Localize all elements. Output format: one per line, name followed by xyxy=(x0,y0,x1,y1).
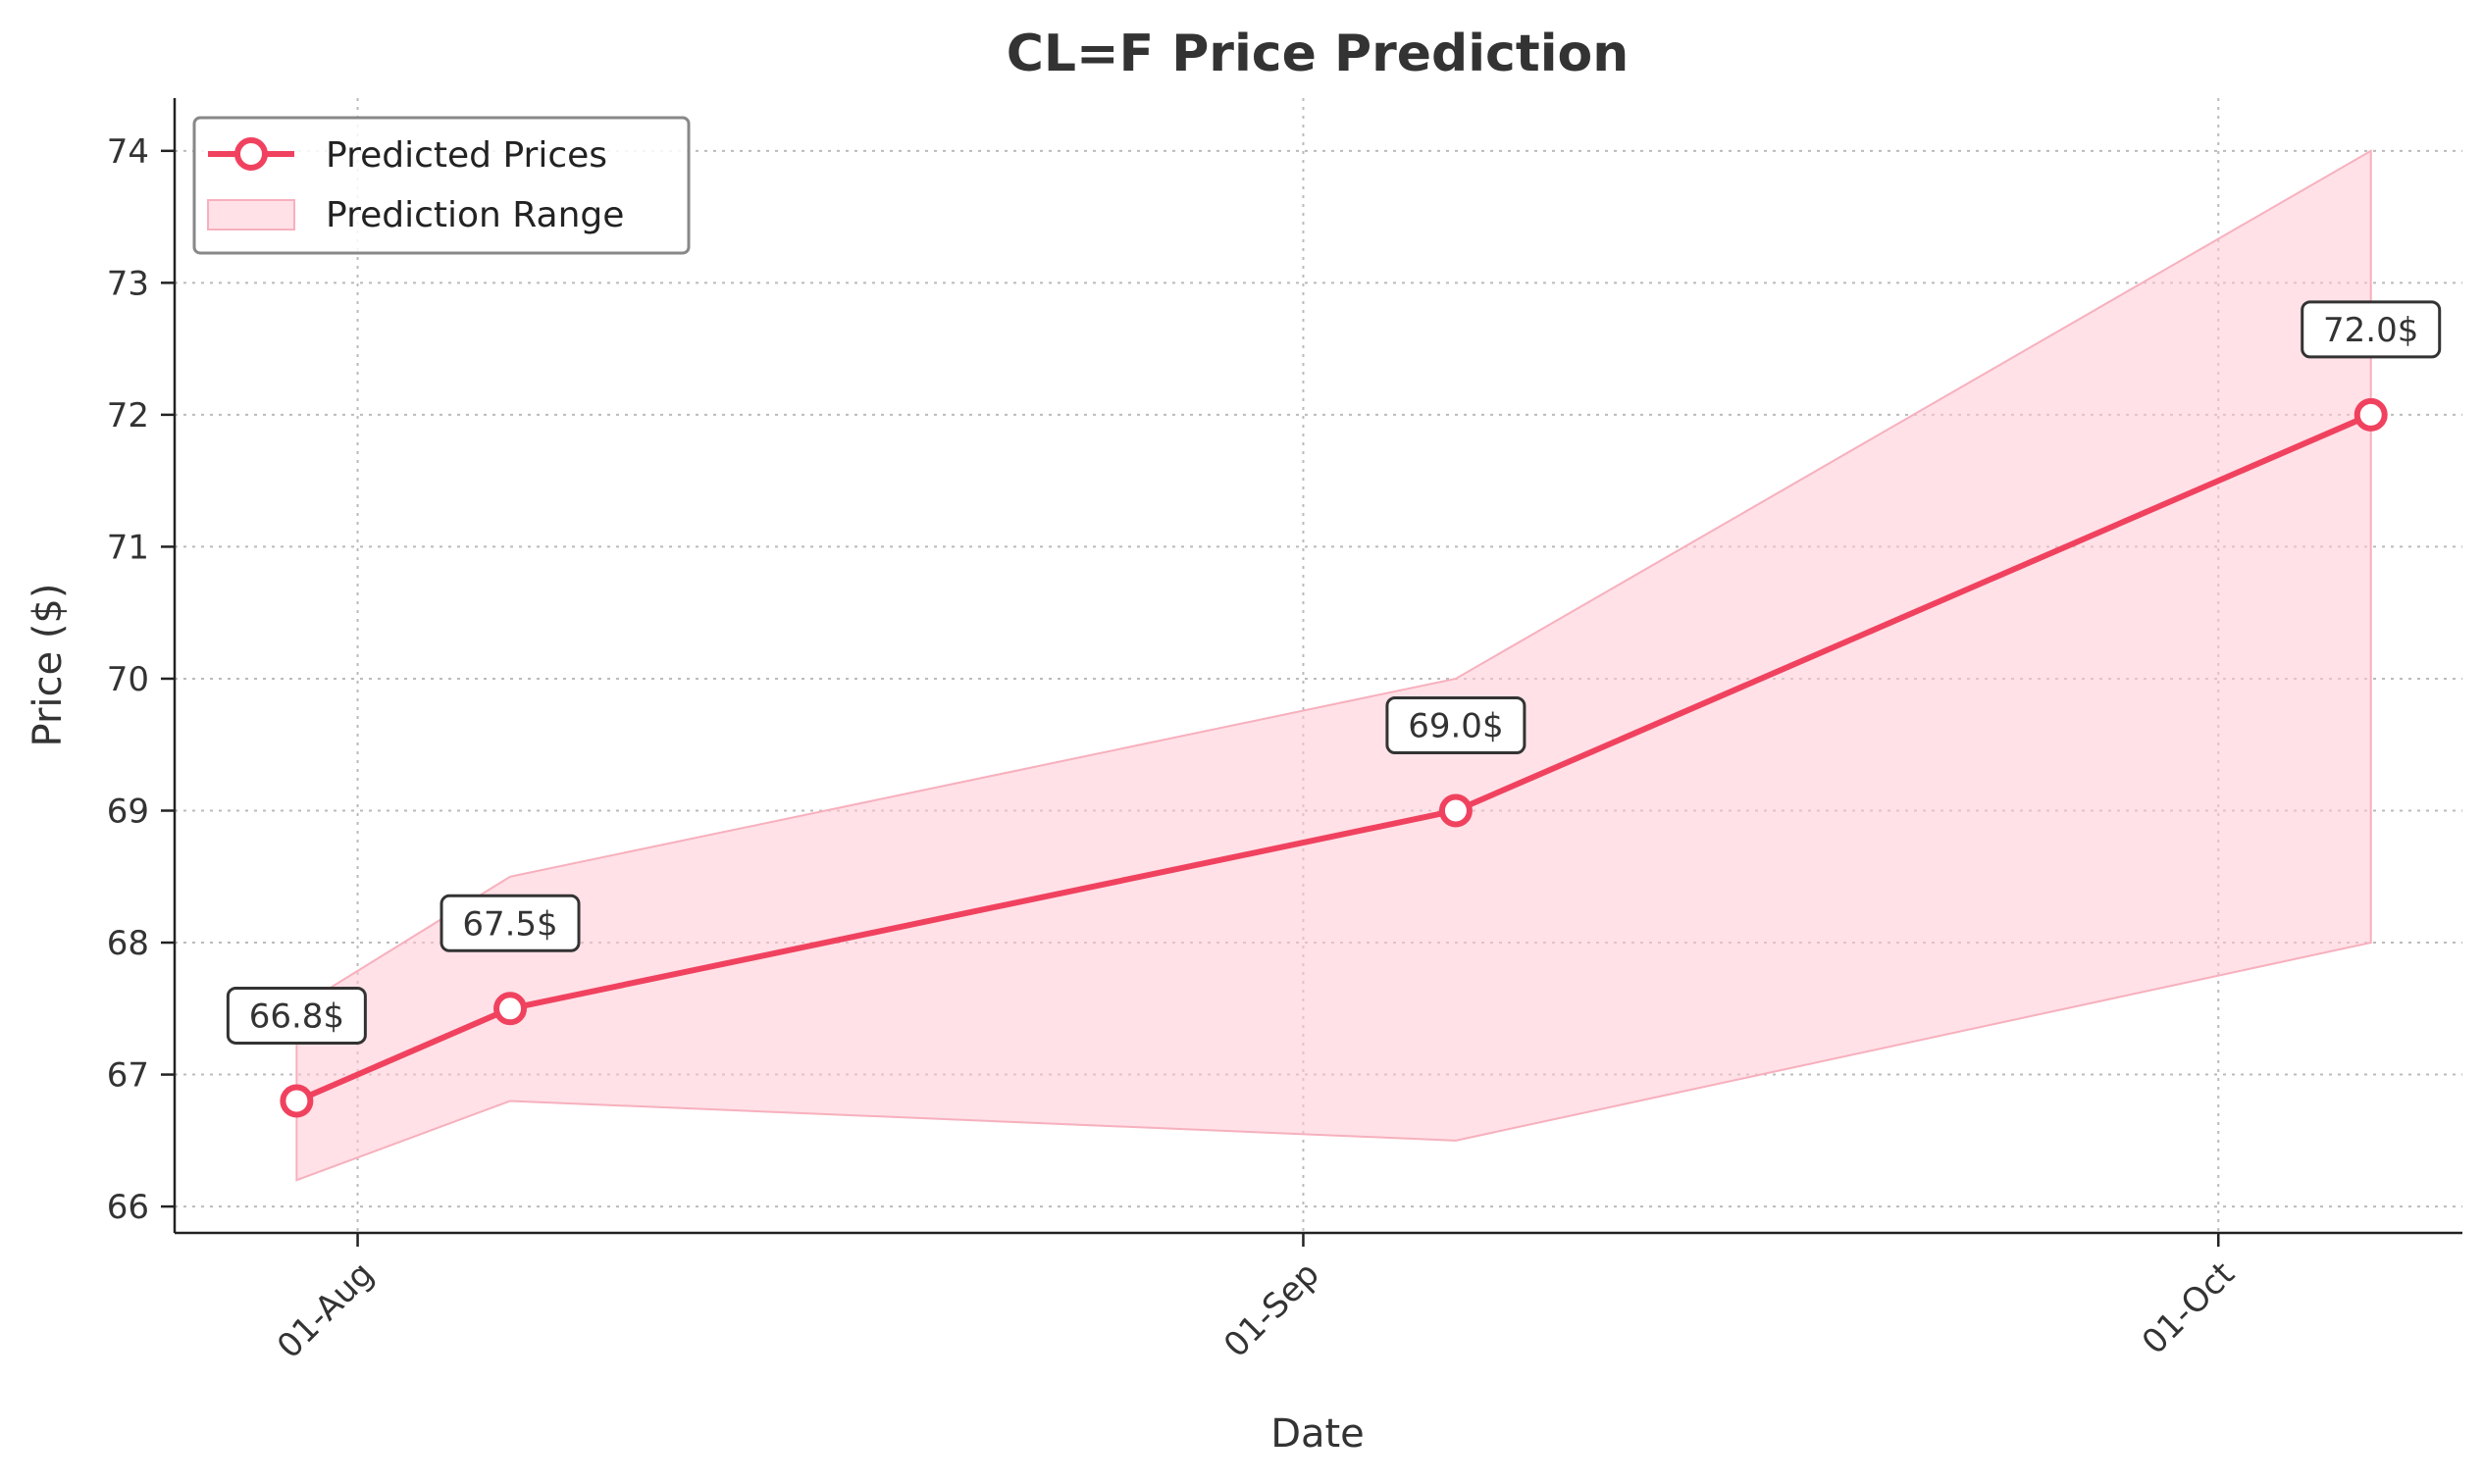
y-tick-label-4: 70 xyxy=(107,660,149,699)
y-tick-label-8: 74 xyxy=(107,132,149,172)
y-tick-label-5: 71 xyxy=(107,528,149,567)
y-tick-label-0: 66 xyxy=(107,1188,149,1227)
x-ticks: 01-Aug 01-Sep 01-Oct xyxy=(270,1233,2243,1366)
y-tick-label-1: 67 xyxy=(107,1056,149,1096)
y-tick-label-2: 68 xyxy=(107,924,149,963)
prediction-band-layer xyxy=(295,149,2372,1182)
legend-label-range: Prediction Range xyxy=(326,195,624,235)
x-tick-label-0: 01-Aug xyxy=(270,1254,382,1366)
legend-band-swatch xyxy=(207,199,295,230)
prediction-range-band xyxy=(295,149,2372,1182)
legend-label-predicted: Predicted Prices xyxy=(326,135,607,176)
chart-title: CL=F Price Prediction xyxy=(1007,25,1629,83)
y-tick-label-7: 73 xyxy=(107,264,149,303)
x-axis-label: Date xyxy=(1270,1411,1365,1457)
data-label-box-1 xyxy=(440,894,581,952)
x-tick-label-2: 01-Oct xyxy=(2135,1254,2243,1362)
data-label-box-3 xyxy=(2301,300,2442,359)
y-tick-label-6: 72 xyxy=(107,396,149,435)
axes xyxy=(173,98,2462,1235)
data-point-2 xyxy=(1438,793,1473,828)
predicted-prices-line xyxy=(295,412,2372,1104)
legend-marker-swatch xyxy=(234,137,268,171)
data-point-1 xyxy=(493,992,528,1026)
data-label-0: 66.8$ xyxy=(249,997,344,1036)
y-axis-label: Price ($) xyxy=(26,584,71,747)
data-points xyxy=(280,397,2388,1118)
legend: Predicted Prices Prediction Range xyxy=(192,116,691,255)
data-label-box-2 xyxy=(1385,695,1526,754)
data-point-0 xyxy=(280,1084,314,1118)
data-point-3 xyxy=(2354,397,2388,432)
x-tick-label-1: 01-Sep xyxy=(1216,1254,1327,1365)
data-labels: 66.8$ 67.5$ 69.0$ 72.0$ xyxy=(226,300,2442,1045)
data-label-2: 69.0$ xyxy=(1408,706,1503,745)
y-ticks: 66 67 68 69 70 71 72 73 74 xyxy=(107,132,175,1227)
legend-box xyxy=(192,116,691,255)
y-tick-label-3: 69 xyxy=(107,792,149,831)
data-label-box-0 xyxy=(226,986,367,1045)
data-label-1: 67.5$ xyxy=(462,904,557,944)
predicted-line-layer xyxy=(295,412,2372,1104)
data-label-3: 72.0$ xyxy=(2323,311,2418,350)
